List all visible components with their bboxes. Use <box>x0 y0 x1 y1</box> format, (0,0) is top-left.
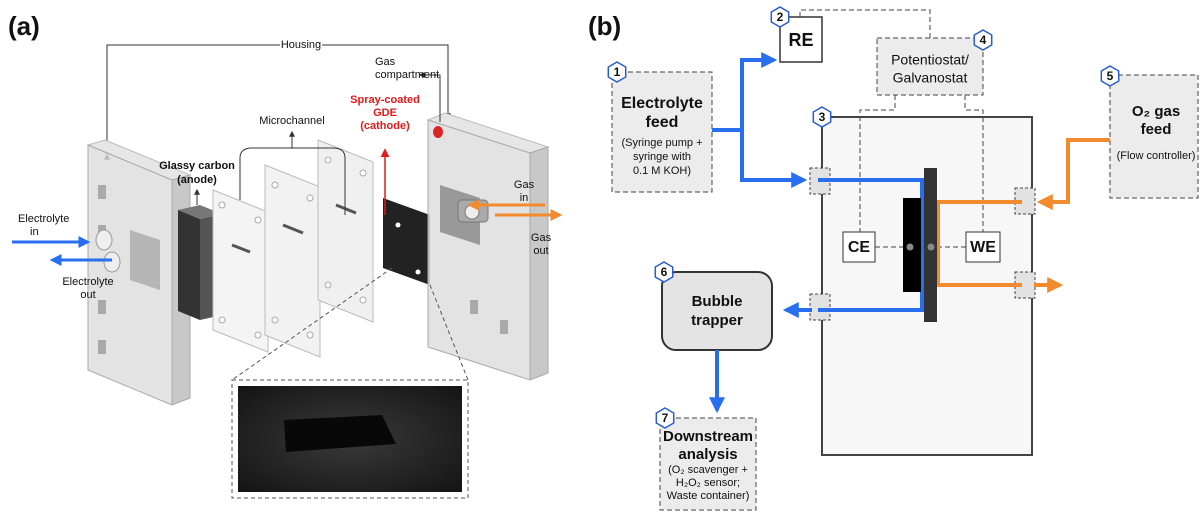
right-plate-part <box>465 205 479 219</box>
microchannel-sheets-part-part <box>255 332 261 338</box>
flows-part <box>742 130 804 180</box>
anode-label: (anode) <box>177 174 217 186</box>
node-title: Bubble <box>692 293 743 310</box>
node-number: 2 <box>777 10 784 24</box>
electrode-label: CE <box>848 239 871 256</box>
gas-out-label: out <box>533 245 548 257</box>
microchannel-sheets-part-part <box>360 170 366 176</box>
node-detail: (Syringe pump + <box>621 137 702 149</box>
electrode-part <box>928 244 935 251</box>
node-title: Electrolyte <box>621 95 703 112</box>
cathode-label: (cathode) <box>360 120 410 132</box>
page-body: {"panel_a": { "label": "(a)", "housing":… <box>0 0 1200 515</box>
ports-part <box>810 294 830 320</box>
microchannel-sheets <box>213 132 373 357</box>
microchannel-sheets-part-part <box>219 202 225 208</box>
node-title: Galvanostat <box>893 70 968 86</box>
right-plate <box>420 75 548 380</box>
figure: (a) Housing Glassy carbon (anode) <box>0 0 1200 515</box>
microchannel-sheets-part-part <box>272 182 278 188</box>
right-plate-part <box>433 126 443 138</box>
right-plate-part <box>428 120 530 380</box>
microchannel-sheets-part-part <box>307 332 313 338</box>
node-number: 6 <box>661 265 668 279</box>
right-plate-part <box>500 320 508 334</box>
node-number: 7 <box>662 411 669 425</box>
node-number: 4 <box>980 33 987 47</box>
right-plate-part <box>420 75 440 122</box>
left-plate-part <box>130 230 160 290</box>
node-title: analysis <box>678 446 737 463</box>
electrolyte-in-label: Electrolyte <box>18 213 69 225</box>
electrolyte-out-label: out <box>80 289 95 301</box>
flows-part <box>1040 140 1110 202</box>
node-detail: H₂O₂ sensor; <box>676 477 740 489</box>
flows-part <box>712 60 774 130</box>
page: Flow cell figure html, body { margin: 0;… <box>0 0 1200 515</box>
node-title: O₂ gas <box>1132 103 1180 120</box>
panel-a: (a) Housing Glassy carbon (anode) <box>8 11 560 498</box>
node-detail: (Flow controller) <box>1117 150 1196 162</box>
housing-label: Housing <box>281 39 321 51</box>
left-plate-part <box>98 185 106 199</box>
microchannel-sheets-part-part <box>219 317 225 323</box>
node-title: trapper <box>691 312 743 329</box>
microchannel-sheets-part-part <box>360 297 366 303</box>
node-detail: Waste container) <box>667 490 750 502</box>
microchannel-sheets-part-part <box>255 217 261 223</box>
node-number: 5 <box>1107 69 1114 83</box>
panel-label: (a) <box>8 11 40 41</box>
electrode-label: WE <box>970 239 996 256</box>
gas-compartment-label: Gas <box>375 56 396 68</box>
node-number: 1 <box>614 65 621 79</box>
left-plate-part <box>98 300 106 314</box>
node-number: 3 <box>819 110 826 124</box>
gde-part <box>416 270 421 275</box>
node-detail: (O₂ scavenger + <box>668 464 748 476</box>
electrode-part <box>907 244 914 251</box>
node-title: Downstream <box>663 428 753 445</box>
electrolyte-out-label: Electrolyte <box>62 276 113 288</box>
left-plate-part <box>98 340 106 354</box>
left-plate-part <box>104 252 120 272</box>
gde-part <box>383 198 430 285</box>
gas-in-label: Gas <box>514 179 535 191</box>
cathode-label: Spray-coated <box>350 94 420 106</box>
node-title: feed <box>1141 121 1172 138</box>
gde <box>383 150 430 285</box>
microchannel-sheets-part <box>213 190 268 352</box>
microchannel-sheets-part-part <box>325 157 331 163</box>
node-title: Potentiostat/ <box>891 52 969 68</box>
microchannel-sheets-part-part <box>272 317 278 323</box>
right-plate-part <box>470 300 478 314</box>
left-plate <box>88 140 190 405</box>
gas-out-label: Gas <box>531 232 552 244</box>
glassy-carbon-part <box>178 210 200 320</box>
housing-bracket-part <box>107 45 280 155</box>
node-detail: syringe with <box>633 151 691 163</box>
node-detail: 0.1 M KOH) <box>633 165 691 177</box>
microchannel-sheets-part-part <box>307 195 313 201</box>
microchannel-sheets-part <box>265 165 320 357</box>
microchannel-sheets-part-part <box>325 282 331 288</box>
panel-label: (b) <box>588 11 621 41</box>
node-title: feed <box>646 114 679 131</box>
gas-compartment-label: compartment <box>375 69 439 81</box>
cathode-label: GDE <box>373 107 397 119</box>
node-title: RE <box>788 30 813 50</box>
gde-part <box>396 223 401 228</box>
gas-in-label: in <box>520 192 529 204</box>
microchannel-label: Microchannel <box>259 115 324 127</box>
panel-b: (b) <box>588 7 1198 510</box>
left-plate-part <box>96 230 112 250</box>
anode-label: Glassy carbon <box>159 160 235 172</box>
electrolyte-in-label: in <box>30 226 39 238</box>
